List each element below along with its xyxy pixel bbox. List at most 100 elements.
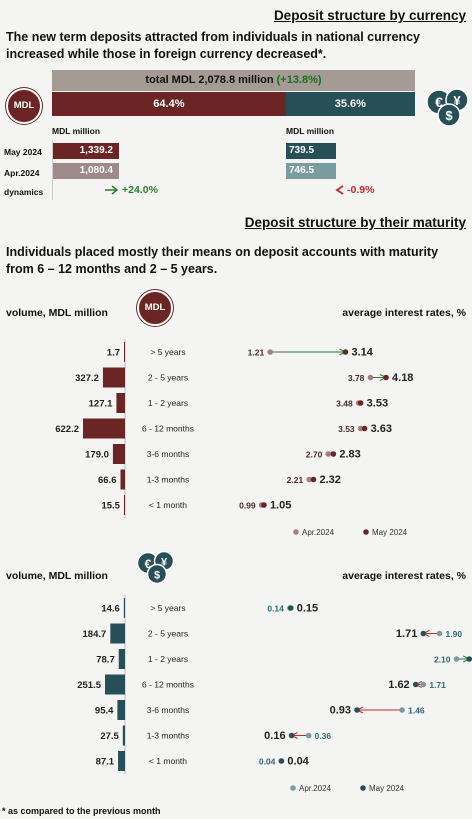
rate-label-apr: 0.04 — [259, 757, 276, 767]
category-label: 6 - 12 months — [142, 680, 194, 690]
bar-value-label: 184.7 — [83, 629, 107, 640]
rate-marker-apr — [399, 707, 405, 713]
rate-marker-apr — [367, 374, 374, 381]
rates-label-fx: average interest rates, % — [342, 570, 466, 582]
row-label-may: May 2024 — [4, 147, 42, 157]
legend-marker-apr — [290, 785, 296, 791]
rate-marker-apr — [305, 732, 312, 739]
bar-value-label: 622.2 — [55, 424, 79, 435]
rate-label-may: 0.15 — [297, 603, 318, 615]
bar-value-label: 251.5 — [77, 680, 101, 691]
rate-marker-may — [420, 630, 427, 637]
down-arrow-icon — [335, 185, 344, 195]
rate-marker-apr — [357, 425, 364, 432]
lead-text-maturity: Individuals placed mostly their means on… — [6, 245, 439, 276]
rate-label-apr: 1.46 — [408, 706, 425, 716]
svg-text:€: € — [435, 94, 443, 110]
rate-marker-may — [278, 758, 285, 764]
rate-label-may: 1.05 — [270, 500, 291, 512]
bar — [117, 700, 125, 720]
bar — [105, 674, 125, 695]
bar-value-label: 78.7 — [96, 655, 115, 666]
bar — [123, 495, 125, 515]
row-label-dynamics: dynamics — [4, 187, 44, 197]
rate-label-may: 0.04 — [287, 756, 309, 768]
mdl-dynamics: +24.0% — [122, 184, 158, 196]
bar-value-label: 127.1 — [89, 399, 113, 410]
rate-label-may: 2.32 — [319, 474, 340, 486]
bar-value-label: 14.6 — [101, 604, 120, 615]
bar-value-label: 66.6 — [98, 475, 117, 486]
mdl-currency-badge-maturity: MDL — [137, 290, 173, 326]
total-bar: total MDL 2,078.8 million (+13.8%) — [52, 70, 415, 91]
rate-marker-may — [330, 451, 337, 457]
category-label: 3-6 months — [147, 705, 190, 715]
foreign-currency-icon-maturity: € ¥ $ — [136, 550, 175, 585]
rate-marker-apr — [420, 681, 427, 688]
category-label: 1 - 2 years — [148, 398, 188, 408]
bar — [122, 725, 125, 746]
bar — [83, 418, 125, 439]
rate-label-may: 2.83 — [339, 449, 360, 461]
rate-label-may: 1.62 — [388, 679, 409, 691]
category-label: 1 - 2 years — [148, 654, 188, 664]
bar-value-label: 87.1 — [96, 757, 115, 768]
bar-value-label: 15.5 — [101, 501, 120, 512]
bar — [123, 598, 125, 618]
unit-label-mdl: MDL million — [52, 126, 101, 136]
rate-label-apr: 2.21 — [287, 475, 304, 485]
bar — [120, 469, 125, 490]
rate-label-apr: 2.70 — [306, 450, 323, 460]
bar-value-label: 27.5 — [100, 731, 119, 742]
category-label: 2 - 5 years — [148, 629, 188, 639]
rate-label-may: 3.63 — [371, 423, 392, 435]
svg-text:$: $ — [154, 570, 160, 582]
legend-label-may: May 2024 — [372, 528, 408, 537]
rate-marker-apr — [436, 630, 443, 637]
share-bar: 64.4% 35.6% — [52, 92, 415, 116]
rate-label-apr: 1.21 — [248, 348, 265, 358]
category-label: 1-3 months — [147, 475, 190, 485]
fx-share-segment: 35.6% — [285, 92, 415, 116]
rate-marker-may — [288, 732, 295, 739]
rate-label-may: 1.71 — [396, 628, 417, 640]
bar-value-label: 327.2 — [75, 373, 99, 384]
svg-text:¥: ¥ — [161, 557, 168, 569]
rate-label-apr: 0.14 — [267, 604, 284, 614]
category-label: 6 - 12 months — [142, 424, 194, 434]
rate-marker-may — [261, 502, 267, 508]
total-text: total MDL 2,078.8 million — [145, 74, 274, 86]
rate-marker-may — [357, 400, 364, 406]
lead-text-currency: The new term deposits attracted from ind… — [6, 30, 420, 61]
legend-marker-may — [360, 785, 366, 791]
rate-marker-apr — [267, 349, 273, 355]
rate-label-apr: 3.48 — [336, 399, 353, 409]
mdl-apr-value: 1,080.4 — [53, 163, 119, 179]
bar-value-label: 179.0 — [85, 450, 109, 461]
rates-label-mdl: average interest rates, % — [342, 307, 466, 319]
category-label: 1-3 months — [147, 731, 190, 741]
bar — [124, 342, 125, 362]
section-title-maturity: Deposit structure by their maturity — [244, 215, 466, 230]
bar — [116, 393, 125, 413]
rate-marker-may — [383, 374, 389, 381]
rate-marker-may — [412, 681, 419, 688]
category-label: 3-6 months — [147, 449, 190, 459]
bar — [112, 444, 125, 464]
rate-label-may: 0.93 — [330, 705, 351, 717]
section-title-currency: Deposit structure by currency — [273, 8, 466, 23]
up-arrow-icon — [105, 185, 119, 195]
rate-label-may: 3.14 — [351, 347, 373, 359]
bar — [102, 367, 125, 388]
rate-marker-apr — [453, 656, 460, 662]
legend-label-apr: Apr.2024 — [302, 528, 335, 537]
rate-marker-may — [310, 476, 317, 483]
svg-text:¥: ¥ — [453, 93, 461, 108]
rate-label-apr: 2.10 — [434, 655, 451, 665]
fx-dynamics: -0.9% — [347, 184, 375, 196]
rate-label-may: 3.53 — [367, 398, 388, 410]
rate-label-apr: 1.71 — [429, 680, 446, 690]
foreign-currency-icon: € ¥ $ — [426, 88, 469, 127]
svg-text:€: € — [145, 557, 152, 571]
